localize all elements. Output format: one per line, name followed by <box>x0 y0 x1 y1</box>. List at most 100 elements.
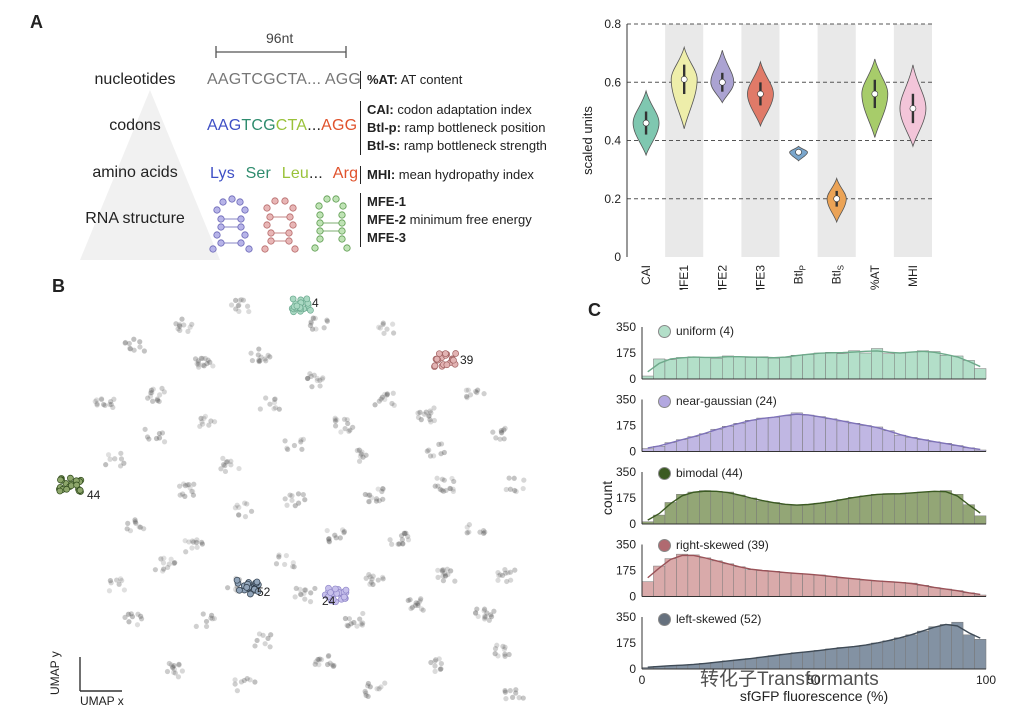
umap-point <box>511 475 517 481</box>
histogram-bar <box>641 581 654 597</box>
histogram-bar <box>676 357 689 380</box>
histogram-bar <box>882 353 895 380</box>
umap-point <box>382 391 388 397</box>
umap-point <box>122 339 129 346</box>
umap-point <box>94 401 100 407</box>
umap-point <box>138 613 144 619</box>
x-tick-label: 100 <box>976 673 996 687</box>
umap-point <box>289 563 296 570</box>
umap-point <box>481 616 488 622</box>
x-tick-label: MHI <box>906 265 920 287</box>
umap-point <box>367 574 373 580</box>
umap-point <box>359 449 365 455</box>
umap-point <box>137 344 143 350</box>
umap-point <box>435 567 441 573</box>
umap-point <box>482 529 488 535</box>
umap-point <box>246 308 252 315</box>
umap-point <box>256 346 262 352</box>
aa-lys: Lys <box>210 165 235 182</box>
umap-point <box>363 692 369 699</box>
histogram-bar <box>859 579 872 597</box>
umap-point <box>291 442 298 449</box>
umap-point <box>263 395 269 401</box>
umap-point <box>357 616 363 622</box>
umap-point <box>111 396 117 402</box>
umap-point <box>172 560 178 566</box>
histogram-bar <box>664 502 677 525</box>
violin-median-dot <box>909 105 917 112</box>
umap-point <box>164 564 171 571</box>
umap-point <box>495 653 501 659</box>
umap-point <box>126 619 132 625</box>
umap-point <box>147 390 154 396</box>
umap-point <box>381 330 387 336</box>
umap-point <box>176 483 183 489</box>
umap-point <box>283 552 289 559</box>
umap-point <box>326 539 333 545</box>
umap-point <box>324 527 330 534</box>
umap-point <box>185 328 191 334</box>
umap-point <box>506 651 512 658</box>
histogram-bar <box>744 357 757 380</box>
x-tick-label: BtlP <box>792 265 808 284</box>
umap-point <box>415 600 421 607</box>
umap-point <box>440 567 446 573</box>
umap-point <box>357 453 364 459</box>
umap-point <box>345 420 351 427</box>
umap-point <box>159 385 165 392</box>
umap-point <box>426 447 432 453</box>
umap-point <box>384 391 390 397</box>
umap-point <box>199 541 206 547</box>
umap-point <box>171 666 178 672</box>
cluster-label-24: 24 <box>322 594 336 608</box>
histogram-bar <box>882 640 895 670</box>
umap-point <box>299 446 305 452</box>
y-tick-label: 0 <box>629 662 636 676</box>
umap-point <box>391 330 397 336</box>
y-tick-label: 175 <box>616 636 636 650</box>
umap-point <box>134 622 141 628</box>
violin-median-dot <box>833 195 840 203</box>
umap-point <box>327 660 333 666</box>
umap-point <box>241 677 247 684</box>
umap-point <box>426 413 432 419</box>
umap-point <box>502 425 508 431</box>
umap-point <box>196 364 202 370</box>
umap-point <box>438 441 445 447</box>
umap-cluster-point <box>76 486 84 494</box>
umap-point <box>267 401 273 407</box>
umap-point <box>412 602 418 609</box>
umap-point <box>265 635 271 641</box>
histogram-bar <box>951 355 964 380</box>
histogram-bar <box>790 573 803 597</box>
umap-point <box>400 541 406 547</box>
histogram-bar <box>767 570 780 597</box>
umap-point <box>463 393 470 400</box>
histogram-bar <box>825 501 838 525</box>
umap-cluster-point <box>442 350 449 357</box>
umap-point <box>295 500 302 506</box>
umap-point <box>317 383 323 389</box>
umap-point <box>318 657 325 663</box>
umap-point <box>370 581 376 588</box>
umap-point <box>298 592 304 598</box>
density-curve <box>647 554 981 596</box>
histogram-bar <box>756 570 769 597</box>
rna-hairpin-2 <box>261 197 299 253</box>
histogram-bar <box>882 430 895 452</box>
umap-point <box>267 644 273 650</box>
umap-point <box>376 324 382 330</box>
umap-point <box>363 690 369 696</box>
umap-point <box>193 623 199 630</box>
umap-point <box>198 355 204 361</box>
histogram-bar <box>802 414 815 452</box>
umap-cluster-point <box>236 586 243 594</box>
umap-point <box>181 322 187 328</box>
umap-cluster-point <box>233 576 241 584</box>
umap-point <box>234 688 240 694</box>
histogram-bar <box>767 417 780 452</box>
umap-point <box>156 398 162 405</box>
x-tick-label: %AT <box>868 264 882 290</box>
y-tick-label: 0.2 <box>604 192 621 206</box>
umap-point <box>344 417 350 423</box>
